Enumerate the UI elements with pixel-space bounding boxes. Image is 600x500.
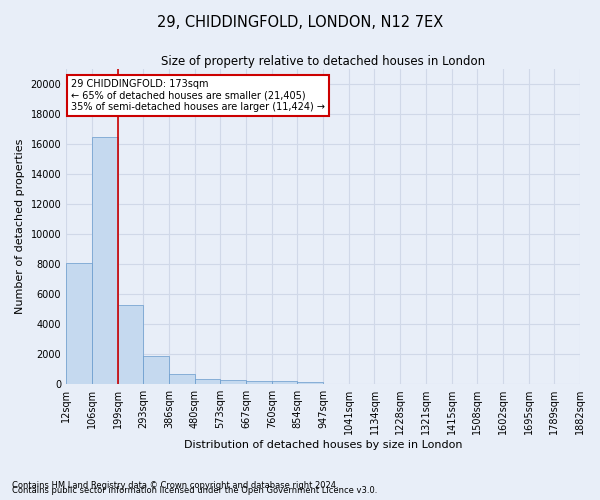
Text: Contains HM Land Registry data © Crown copyright and database right 2024.: Contains HM Land Registry data © Crown c… [12,481,338,490]
Bar [194,379,220,384]
Bar [246,381,272,384]
Y-axis label: Number of detached properties: Number of detached properties [15,139,25,314]
Bar [118,304,143,384]
Text: Contains public sector information licensed under the Open Government Licence v3: Contains public sector information licen… [12,486,377,495]
Bar [272,382,298,384]
Title: Size of property relative to detached houses in London: Size of property relative to detached ho… [161,55,485,68]
Text: 29 CHIDDINGFOLD: 173sqm
← 65% of detached houses are smaller (21,405)
35% of sem: 29 CHIDDINGFOLD: 173sqm ← 65% of detache… [71,78,325,112]
Bar [92,136,118,384]
Bar [298,382,323,384]
Bar [169,374,194,384]
Text: 29, CHIDDINGFOLD, LONDON, N12 7EX: 29, CHIDDINGFOLD, LONDON, N12 7EX [157,15,443,30]
Bar [143,356,169,384]
X-axis label: Distribution of detached houses by size in London: Distribution of detached houses by size … [184,440,463,450]
Bar [66,262,92,384]
Bar [220,380,246,384]
